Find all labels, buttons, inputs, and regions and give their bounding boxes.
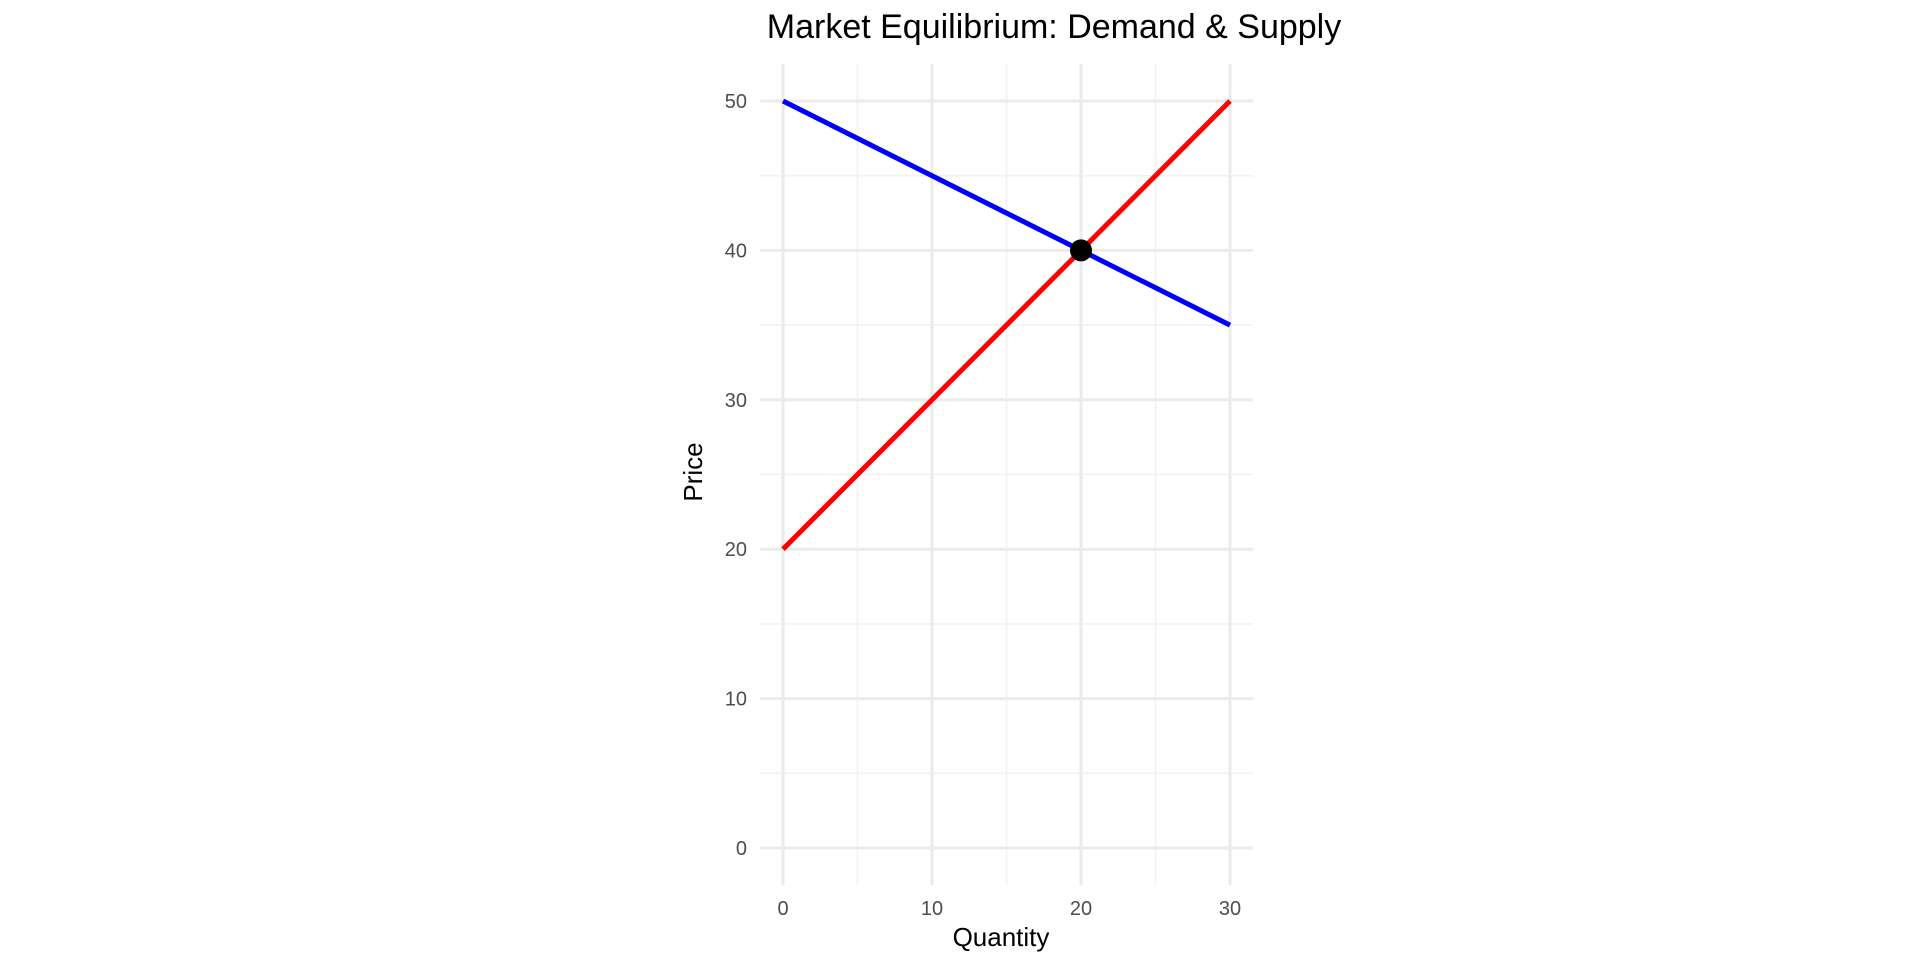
- x-axis-tick-labels: 0 10 20 30: [777, 898, 1241, 920]
- equilibrium-point: [1070, 239, 1092, 262]
- minor-gridlines: [760, 64, 1253, 885]
- series-line-1: [781, 98, 1232, 328]
- y-tick-label: 50: [725, 91, 747, 113]
- x-tick-label: 30: [1219, 898, 1241, 920]
- y-tick-label: 30: [725, 390, 747, 412]
- series-line-2: [781, 99, 1232, 551]
- x-tick-label: 20: [1070, 898, 1092, 920]
- x-tick-label: 0: [777, 898, 788, 920]
- y-tick-label: 0: [736, 838, 747, 860]
- y-axis-title: Price: [678, 442, 708, 501]
- y-axis-tick-labels: 0 10 20 30 40 50: [725, 91, 747, 860]
- y-tick-label: 40: [725, 240, 747, 262]
- x-axis-title: Quantity: [953, 922, 1050, 952]
- y-tick-label: 20: [725, 539, 747, 561]
- chart-title: Market Equilibrium: Demand & Supply: [767, 8, 1341, 46]
- series-lines: [781, 98, 1232, 551]
- x-tick-label: 10: [921, 898, 943, 920]
- y-tick-label: 10: [725, 689, 747, 711]
- major-gridlines: [760, 64, 1253, 885]
- annotations: [1070, 239, 1092, 262]
